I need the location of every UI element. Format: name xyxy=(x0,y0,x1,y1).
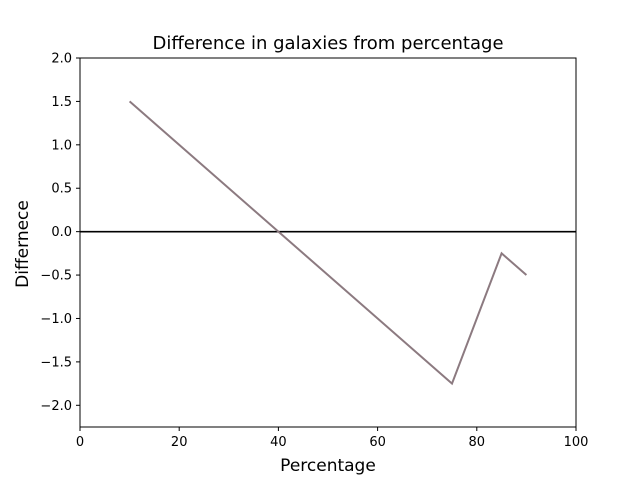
chart-title: Difference in galaxies from percentage xyxy=(152,33,503,54)
x-tick-label: 60 xyxy=(369,435,386,450)
x-tick-label: 20 xyxy=(171,435,188,450)
y-tick-label: 1.0 xyxy=(51,138,72,153)
x-axis-label: Percentage xyxy=(280,456,376,476)
y-axis-ticks: −2.0 −1.5 −1.0 −0.5 0.0 0.5 1.0 1.5 2.0 xyxy=(40,52,80,414)
y-tick-label: −1.0 xyxy=(40,312,72,327)
x-tick-label: 0 xyxy=(76,435,84,450)
x-tick-label: 40 xyxy=(270,435,287,450)
x-tick-label: 80 xyxy=(469,435,486,450)
y-axis-label: Differnece xyxy=(13,200,33,288)
y-tick-label: 1.5 xyxy=(51,95,72,110)
plot-area-frame xyxy=(79,57,577,428)
x-tick-label: 100 xyxy=(564,435,589,450)
y-tick-label: 0.0 xyxy=(51,225,72,240)
y-tick-label: −2.0 xyxy=(40,399,72,414)
y-tick-label: −1.5 xyxy=(40,355,72,370)
series-line xyxy=(128,100,528,386)
x-axis-ticks: 0 20 40 60 80 100 xyxy=(76,427,589,450)
y-tick-label: −0.5 xyxy=(40,269,72,284)
data-series xyxy=(128,100,528,386)
y-tick-label: 0.5 xyxy=(51,182,72,197)
y-tick-label: 2.0 xyxy=(51,52,72,67)
